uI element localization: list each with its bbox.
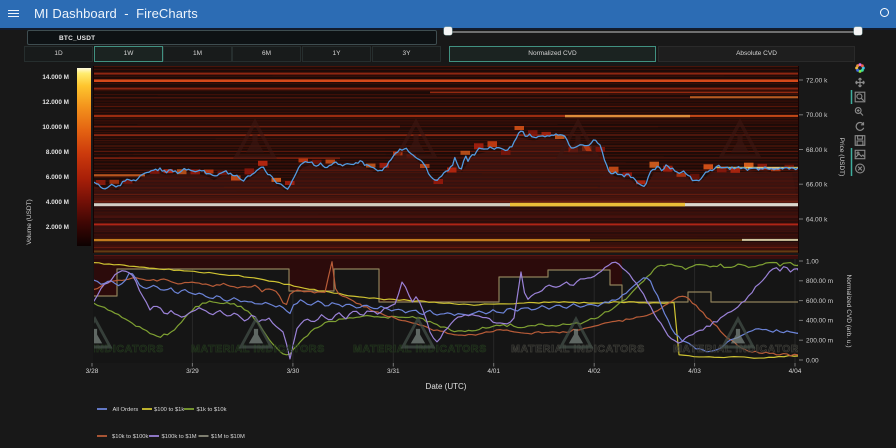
svg-text:MATERIAL INDICATORS: MATERIAL INDICATORS [511,343,645,355]
svg-text:2.000 M: 2.000 M [46,224,69,231]
svg-text:600.00 m: 600.00 m [806,298,833,305]
svg-text:66.00 k: 66.00 k [806,182,828,189]
svg-text:68.00 k: 68.00 k [806,147,828,154]
svg-text:Normalized CVD (arb. u.): Normalized CVD (arb. u.) [845,275,852,348]
svg-text:6.000 M: 6.000 M [46,174,69,181]
svg-text:4/04: 4/04 [789,368,802,375]
svg-text:$1k to $10k: $1k to $10k [197,407,227,413]
svg-text:12.000 M: 12.000 M [42,99,69,106]
svg-text:$100k to $1M: $100k to $1M [162,434,197,440]
svg-text:400.00 m: 400.00 m [806,318,833,325]
svg-text:1.00: 1.00 [806,258,819,265]
svg-text:70.00 k: 70.00 k [806,112,828,119]
svg-text:64.00 k: 64.00 k [806,216,828,223]
svg-text:800.00 m: 800.00 m [806,278,833,285]
svg-text:MATERIAL INDICATORS: MATERIAL INDICATORS [191,343,325,355]
svg-text:4/01: 4/01 [487,368,500,375]
svg-text:$10k to $100k: $10k to $100k [112,434,149,440]
svg-text:Price (USDT): Price (USDT) [838,138,845,177]
svg-text:4.000 M: 4.000 M [46,199,69,206]
svg-text:All Orders: All Orders [113,407,139,413]
svg-text:3/30: 3/30 [287,368,300,375]
svg-text:4/02: 4/02 [588,368,601,375]
svg-text:3/29: 3/29 [186,368,199,375]
svg-text:200.00 m: 200.00 m [806,338,833,345]
svg-text:MATERIAL INDICATORS: MATERIAL INDICATORS [30,343,164,355]
svg-text:MATERIAL INDICATORS: MATERIAL INDICATORS [673,343,807,355]
svg-text:MATERIAL INDICATORS: MATERIAL INDICATORS [353,343,487,355]
svg-text:3/31: 3/31 [387,368,400,375]
svg-text:$100 to $1k: $100 to $1k [154,407,184,413]
svg-text:Date (UTC): Date (UTC) [426,382,467,391]
svg-text:10.000 M: 10.000 M [42,124,69,131]
svg-text:0.00: 0.00 [806,357,819,364]
svg-text:4/03: 4/03 [688,368,701,375]
svg-text:Volume (USDT): Volume (USDT) [26,199,33,245]
svg-text:8.000 M: 8.000 M [46,149,69,156]
svg-text:14.000 M: 14.000 M [42,74,69,81]
svg-text:$1M to $10M: $1M to $10M [211,434,245,440]
svg-text:3/28: 3/28 [86,368,99,375]
svg-text:72.00 k: 72.00 k [806,77,828,84]
